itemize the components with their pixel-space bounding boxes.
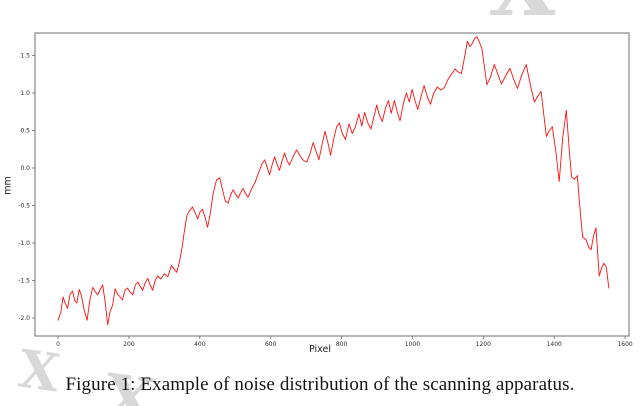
y-tick-label: -0.5 xyxy=(18,203,30,210)
x-tick-label: 1200 xyxy=(476,341,491,348)
x-axis-label: Pixel xyxy=(309,344,331,355)
x-tick-label: 1400 xyxy=(547,341,562,348)
y-tick-label: 0.5 xyxy=(20,128,30,135)
y-tick-label: -1.0 xyxy=(18,240,30,247)
y-axis-label: mm xyxy=(2,176,14,195)
x-tick-label: 0 xyxy=(56,341,60,348)
y-tick-label: -2.0 xyxy=(18,315,30,322)
noise-curve xyxy=(57,36,610,326)
x-tick-label: 1000 xyxy=(405,341,420,348)
x-tick-label: 600 xyxy=(265,341,277,348)
x-tick-label: 200 xyxy=(123,341,135,348)
y-tick-label: 0.0 xyxy=(20,165,30,172)
plot-border xyxy=(34,32,630,337)
x-tick-label: 1600 xyxy=(617,341,632,348)
y-tick-label: 1.0 xyxy=(20,90,30,97)
y-tick-label: -1.5 xyxy=(18,278,30,285)
x-tick-label: 400 xyxy=(194,341,206,348)
y-tick-label: 1.5 xyxy=(20,53,30,60)
x-tick-label: 800 xyxy=(336,341,348,348)
figure-caption: Figure 1: Example of noise distribution … xyxy=(65,374,575,395)
noise-plot: 0 200 400 600 800 1000 1200 1400 1600 1.5 1.0 0.5 0.… xyxy=(18,32,633,348)
